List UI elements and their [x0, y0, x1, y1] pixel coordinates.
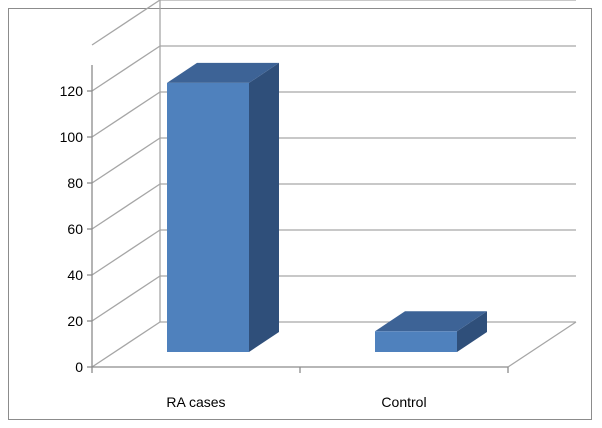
gridline-side: [91, 229, 161, 276]
chart-frame: [8, 8, 592, 420]
gridline-side: [91, 137, 161, 184]
bar-side-face: [249, 62, 279, 353]
bar-layer: [167, 62, 487, 353]
y-tick-label: 80: [67, 175, 83, 191]
bar-top-face: [167, 62, 279, 83]
y-tick-label: 100: [60, 129, 84, 145]
gridline-side: [91, 0, 161, 46]
gridline-side: [91, 183, 161, 230]
label-layer: 0 20 40 60 80 100 120 RA cases Control: [60, 83, 427, 410]
bar-top-face: [375, 311, 487, 332]
y-tick-label: 60: [67, 221, 83, 237]
grid-layer: [91, 0, 577, 368]
floor-right-edge: [507, 321, 577, 368]
y-tick-label: 0: [75, 359, 83, 375]
bar-ra-cases: [167, 62, 279, 353]
axis-layer: [87, 65, 509, 373]
y-tick-label: 20: [67, 313, 83, 329]
gridline-side: [91, 275, 161, 322]
bar-control: [375, 311, 487, 352]
gridline-side: [91, 45, 161, 92]
floor-left-edge: [91, 321, 161, 368]
bar-side-face: [457, 311, 487, 352]
bar-front-face: [167, 82, 249, 353]
gridline-side: [91, 91, 161, 138]
y-tick-label: 40: [67, 267, 83, 283]
x-category-label: Control: [381, 394, 426, 410]
bar-front-face: [375, 331, 457, 352]
y-tick-label: 120: [60, 83, 84, 99]
x-category-label: RA cases: [166, 394, 225, 410]
